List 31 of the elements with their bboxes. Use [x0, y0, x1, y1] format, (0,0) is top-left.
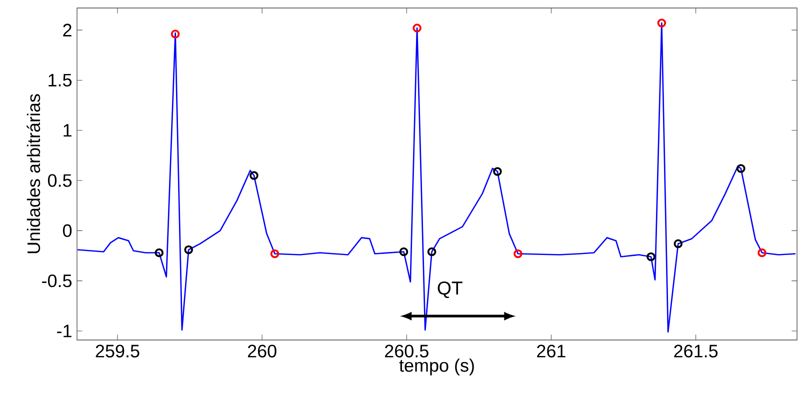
- x-axis-title: tempo (s): [399, 358, 474, 376]
- point: [514, 249, 522, 258]
- y-tick-label: 0: [62, 224, 72, 238]
- point: [184, 245, 194, 254]
- y-tick-label: -0.5: [42, 274, 72, 288]
- x-tick-label: 260.5: [385, 344, 428, 358]
- y-axis-title: Unidades arbitrárias: [26, 94, 40, 254]
- point: [170, 30, 180, 38]
- point: [674, 239, 683, 248]
- point: [427, 247, 436, 256]
- x-tick-label: 259.5: [96, 344, 140, 358]
- y-tick-label: -1: [57, 324, 72, 338]
- y-tick-label: 1.5: [48, 74, 72, 86]
- point: [493, 167, 502, 176]
- y-tick-label: 0.5: [48, 174, 72, 187]
- x-tick-label: 261.5: [674, 344, 718, 358]
- line-series: [76, 22, 796, 333]
- point: [154, 248, 164, 258]
- x-tick-label: 261: [537, 344, 566, 358]
- point: [270, 249, 280, 258]
- point: [250, 171, 258, 180]
- point: [646, 252, 656, 262]
- y-tick-label: 2: [63, 24, 72, 36]
- point: [399, 247, 408, 256]
- point: [758, 248, 766, 258]
- x-tick-label: 260: [248, 344, 276, 358]
- annotation: QT: [438, 281, 462, 298]
- point: [736, 164, 746, 173]
- point: [412, 24, 422, 32]
- y-tick-label: 1: [64, 124, 72, 137]
- point: [657, 18, 666, 28]
